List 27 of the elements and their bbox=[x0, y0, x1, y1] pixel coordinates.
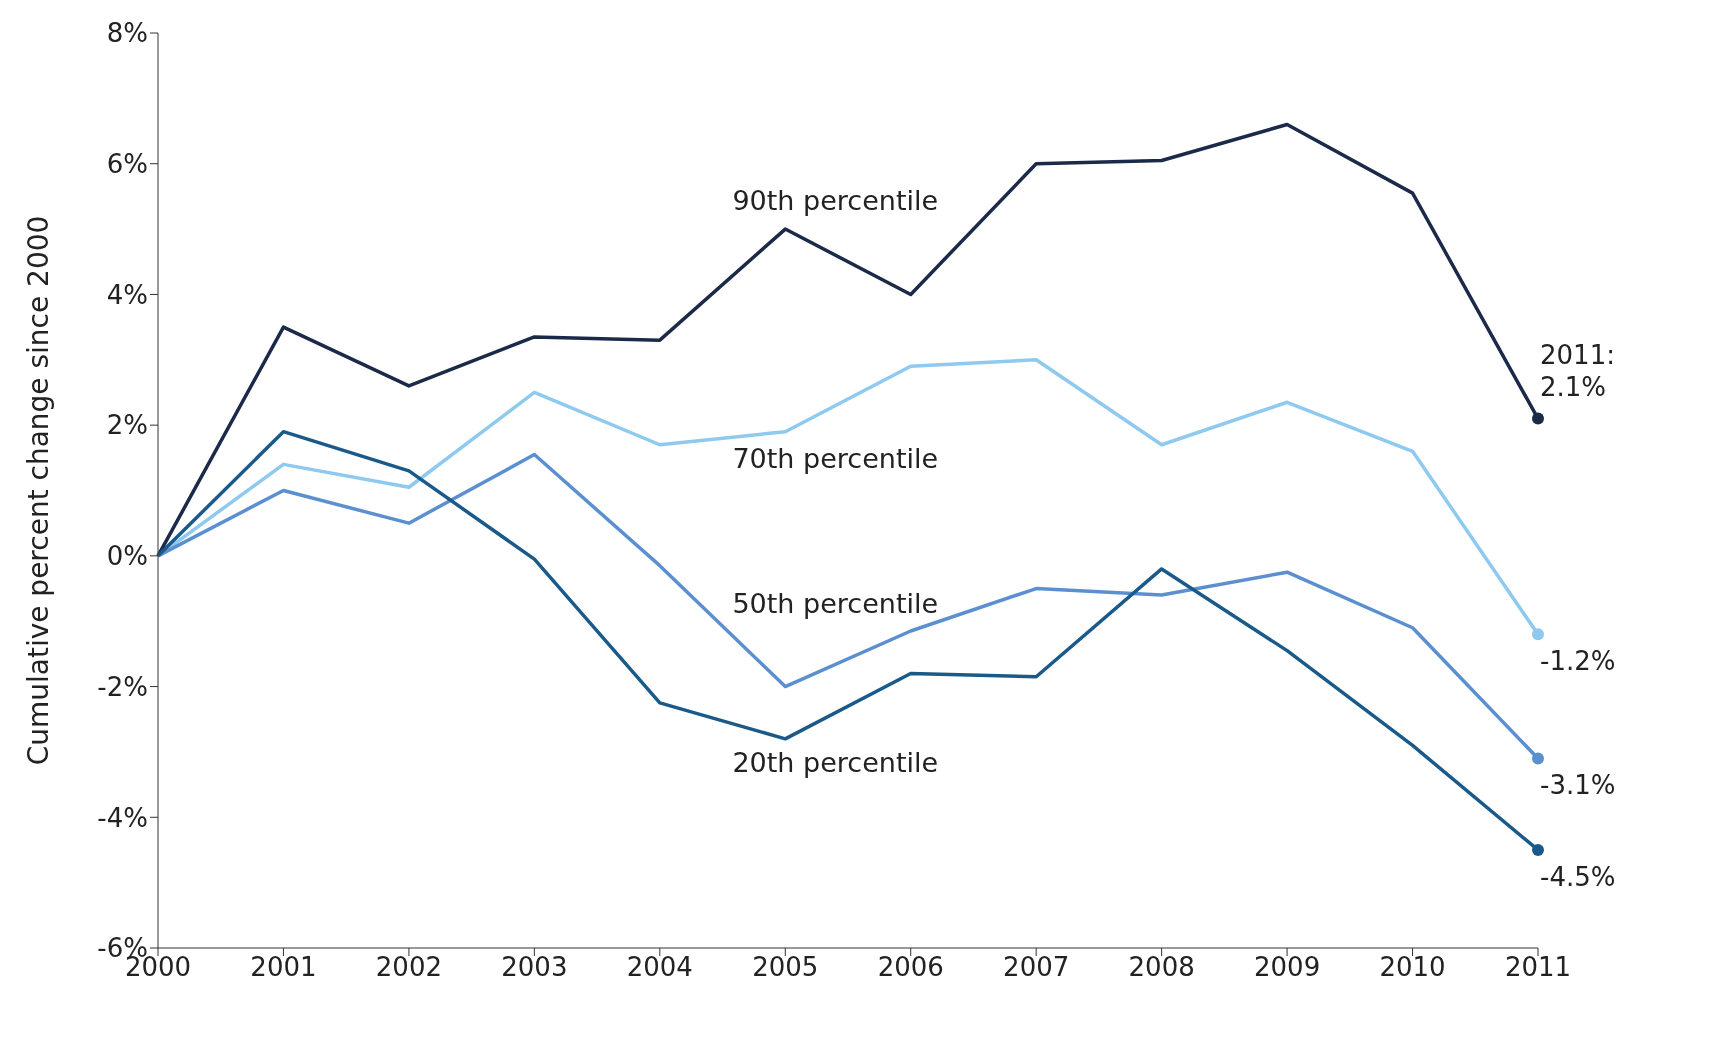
x-tick-label: 2003 bbox=[501, 952, 568, 983]
data-label: -1.2% bbox=[1540, 646, 1616, 677]
y-tick-label: 6% bbox=[106, 148, 148, 179]
y-axis-title: Cumulative percent change since 2000 bbox=[21, 215, 55, 766]
series-label: 90th percentile bbox=[732, 184, 939, 216]
data-label: 2011: 2.1% bbox=[1540, 339, 1615, 402]
y-tick-label: -2% bbox=[97, 671, 148, 702]
x-tick-label: 2006 bbox=[877, 952, 944, 983]
x-tick-label: 2009 bbox=[1254, 952, 1321, 983]
x-tick-label: 2010 bbox=[1379, 952, 1446, 983]
y-tick-label: 8% bbox=[106, 18, 148, 49]
x-tick-label: 2007 bbox=[1003, 952, 1070, 983]
y-tick-label: 0% bbox=[106, 541, 148, 572]
series-label: 50th percentile bbox=[732, 588, 939, 620]
data-label: -3.1% bbox=[1540, 770, 1616, 801]
y-tick-label: -4% bbox=[97, 802, 148, 833]
x-tick-label: 2001 bbox=[250, 952, 317, 983]
y-tick-label: 2% bbox=[106, 410, 148, 441]
y-tick-label: 4% bbox=[106, 279, 148, 310]
data-label: -4.5% bbox=[1540, 861, 1616, 892]
series-label: 20th percentile bbox=[732, 747, 939, 779]
x-tick-label: 2002 bbox=[375, 952, 442, 983]
x-tick-label: 2011 bbox=[1504, 952, 1572, 983]
series-label: 70th percentile bbox=[732, 443, 939, 475]
x-tick-label: 2004 bbox=[626, 952, 693, 983]
x-tick-label: 2005 bbox=[752, 952, 819, 983]
x-tick-label: 2008 bbox=[1128, 952, 1195, 983]
